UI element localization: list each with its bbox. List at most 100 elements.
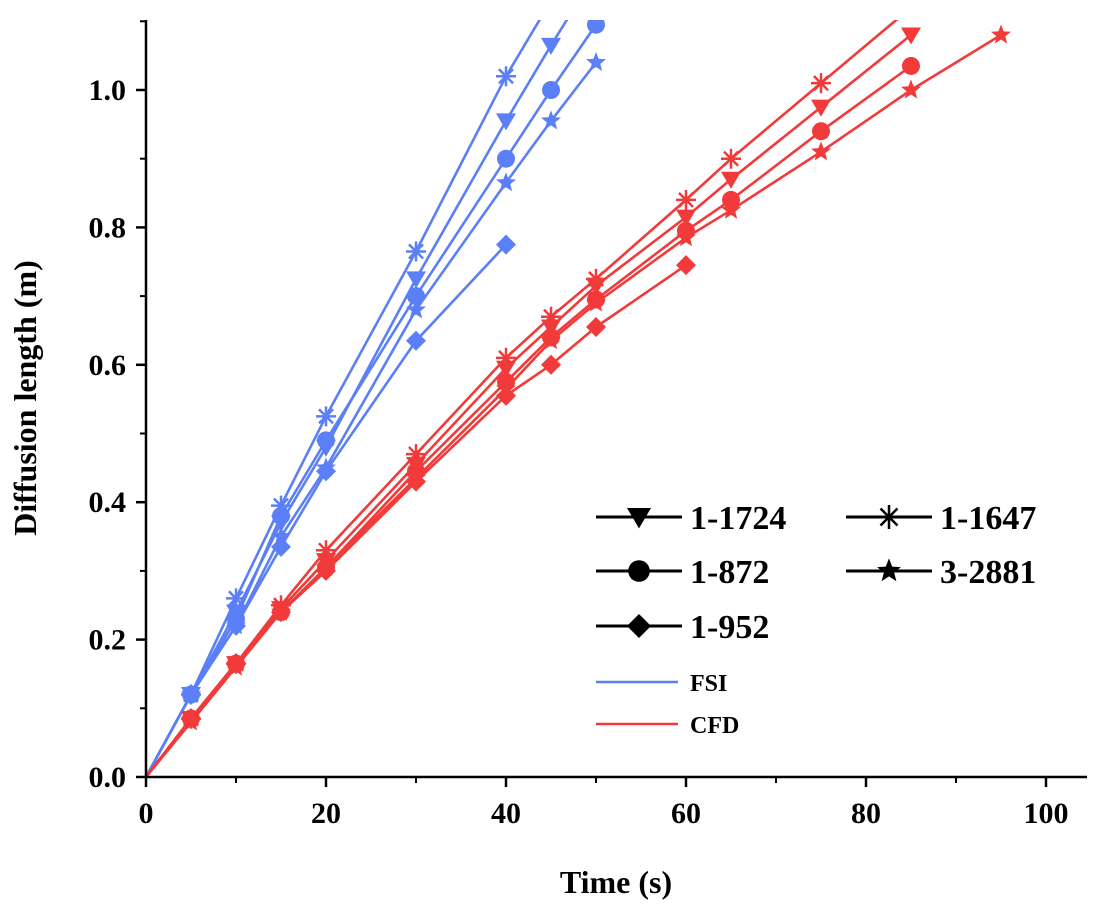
- legend-label: 1-952: [690, 609, 769, 646]
- data-point: [496, 385, 516, 406]
- data-point: [541, 0, 561, 11]
- series-fsi-3-2881: [146, 52, 606, 777]
- series-fsi-1-952: [146, 234, 516, 777]
- series-cfd-1-1724: [146, 27, 921, 777]
- data-point: [991, 24, 1011, 44]
- data-point: [586, 52, 606, 72]
- legend-item-1-1647: 1-1647: [846, 500, 1036, 537]
- data-point: [316, 406, 336, 427]
- data-point: [496, 234, 516, 255]
- asterisk-icon: [877, 505, 901, 529]
- data-point: [271, 602, 291, 623]
- data-point: [901, 79, 921, 99]
- data-point: [271, 536, 291, 557]
- series-line: [146, 243, 507, 777]
- x-axis-title: Time (s): [560, 864, 672, 900]
- plot-area: 0 20 40 60 80 100 0.0 0.2 0.4 0.6 0.8 1.0: [89, 0, 1087, 830]
- series-layer: [146, 0, 1011, 777]
- legend-item-1-1724: 1-1724: [596, 500, 786, 537]
- y-tick-label: 0.4: [89, 486, 127, 519]
- data-point: [226, 588, 246, 609]
- data-point: [676, 255, 696, 276]
- legend-label: 1-1647: [940, 500, 1036, 537]
- data-point: [406, 299, 426, 319]
- series-fsi-1-1724: [146, 20, 569, 777]
- data-point: [812, 122, 830, 141]
- data-point: [406, 241, 426, 262]
- data-point: [586, 292, 606, 312]
- x-tick-label: 100: [1024, 797, 1069, 830]
- circle-icon: [628, 560, 650, 582]
- data-point: [406, 444, 426, 465]
- series-cfd-1-872: [146, 56, 920, 777]
- y-tick-label: 0.6: [89, 349, 127, 382]
- x-tick-label: 0: [139, 797, 154, 830]
- data-point: [541, 306, 561, 327]
- data-point: [901, 27, 921, 45]
- data-point: [811, 73, 831, 94]
- data-point: [541, 319, 561, 337]
- data-point: [542, 81, 560, 99]
- series-line: [146, 61, 598, 777]
- data-point: [676, 189, 696, 210]
- legend-method-fsi: FSI: [596, 671, 727, 697]
- y-tick-label: 0.8: [89, 211, 127, 244]
- data-point: [272, 506, 290, 525]
- data-point: [541, 330, 561, 350]
- data-point: [676, 227, 696, 247]
- data-point: [676, 209, 696, 227]
- data-point: [271, 526, 291, 546]
- data-point: [316, 560, 336, 581]
- x-tick-label: 80: [851, 797, 881, 830]
- y-axis-title: Diffusion length (m): [7, 260, 43, 536]
- y-tick-label: 0.0: [89, 761, 127, 794]
- data-point: [721, 171, 741, 189]
- series-cfd-3-2881: [146, 24, 1011, 777]
- legend-item-3-2881: 3-2881: [846, 554, 1036, 591]
- data-point: [587, 20, 605, 34]
- data-point: [586, 317, 606, 338]
- data-point: [721, 199, 741, 219]
- data-point: [406, 471, 426, 492]
- legend-item-1-952: 1-952: [596, 609, 769, 646]
- data-point: [496, 172, 516, 192]
- diamond-icon: [627, 614, 651, 638]
- legend-item-1-872: 1-872: [596, 554, 769, 591]
- data-point: [407, 287, 425, 306]
- star-icon: [877, 558, 901, 582]
- data-point: [497, 149, 515, 168]
- data-point: [317, 431, 335, 450]
- legend-label: 1-1724: [690, 500, 786, 537]
- x-tick-label: 60: [671, 797, 701, 830]
- data-point: [316, 540, 336, 561]
- legend-method-cfd: CFD: [596, 713, 739, 739]
- series-fsi-1-872: [146, 20, 605, 777]
- y-tick-label: 1.0: [89, 74, 127, 107]
- data-point: [226, 653, 246, 674]
- data-point: [811, 99, 831, 117]
- series-line: [146, 33, 1002, 777]
- series-line: [146, 264, 687, 777]
- legend-label: 1-872: [690, 554, 769, 591]
- data-point: [541, 110, 561, 130]
- data-point: [721, 148, 741, 169]
- data-point: [181, 684, 201, 705]
- legend-label: CFD: [690, 713, 739, 739]
- series-line: [146, 64, 912, 777]
- legend: 1-1724 1-1647 1-872 3-2881 1-952 FSI CFD: [596, 500, 1036, 739]
- legend-label: FSI: [690, 671, 727, 697]
- data-point: [181, 708, 201, 729]
- data-point: [271, 495, 291, 516]
- series-fsi-1-1647: [146, 0, 561, 777]
- y-tick-label: 0.2: [89, 624, 127, 657]
- data-point: [901, 0, 921, 18]
- triangle-down-icon: [627, 508, 651, 529]
- data-point: [811, 141, 831, 161]
- series-line: [146, 33, 912, 777]
- series-cfd-1-952: [146, 255, 696, 777]
- data-point: [406, 330, 426, 351]
- data-point: [586, 268, 606, 289]
- data-point: [226, 615, 246, 636]
- x-tick-label: 40: [491, 797, 521, 830]
